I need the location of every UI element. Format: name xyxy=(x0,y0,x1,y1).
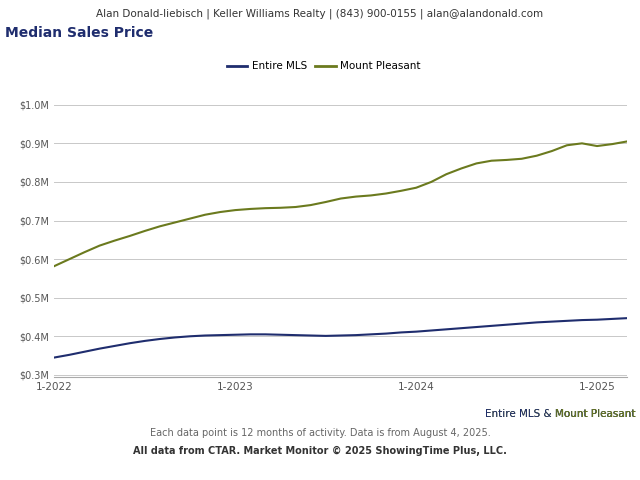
Text: Median Sales Price: Median Sales Price xyxy=(5,26,154,40)
Text: Mount Pleasant: Mount Pleasant xyxy=(513,409,636,420)
Text: Entire MLS & Mount Pleasant: Entire MLS & Mount Pleasant xyxy=(485,409,636,420)
Text: All data from CTAR. Market Monitor © 2025 ShowingTime Plus, LLC.: All data from CTAR. Market Monitor © 202… xyxy=(133,446,507,456)
Legend: Entire MLS, Mount Pleasant: Entire MLS, Mount Pleasant xyxy=(223,57,425,76)
Text: Each data point is 12 months of activity. Data is from August 4, 2025.: Each data point is 12 months of activity… xyxy=(150,428,490,438)
Text: Entire MLS & Mount Pleasant: Entire MLS & Mount Pleasant xyxy=(485,409,636,420)
Text: Alan Donald-liebisch | Keller Williams Realty | (843) 900-0155 | alan@alandonald: Alan Donald-liebisch | Keller Williams R… xyxy=(97,9,543,19)
